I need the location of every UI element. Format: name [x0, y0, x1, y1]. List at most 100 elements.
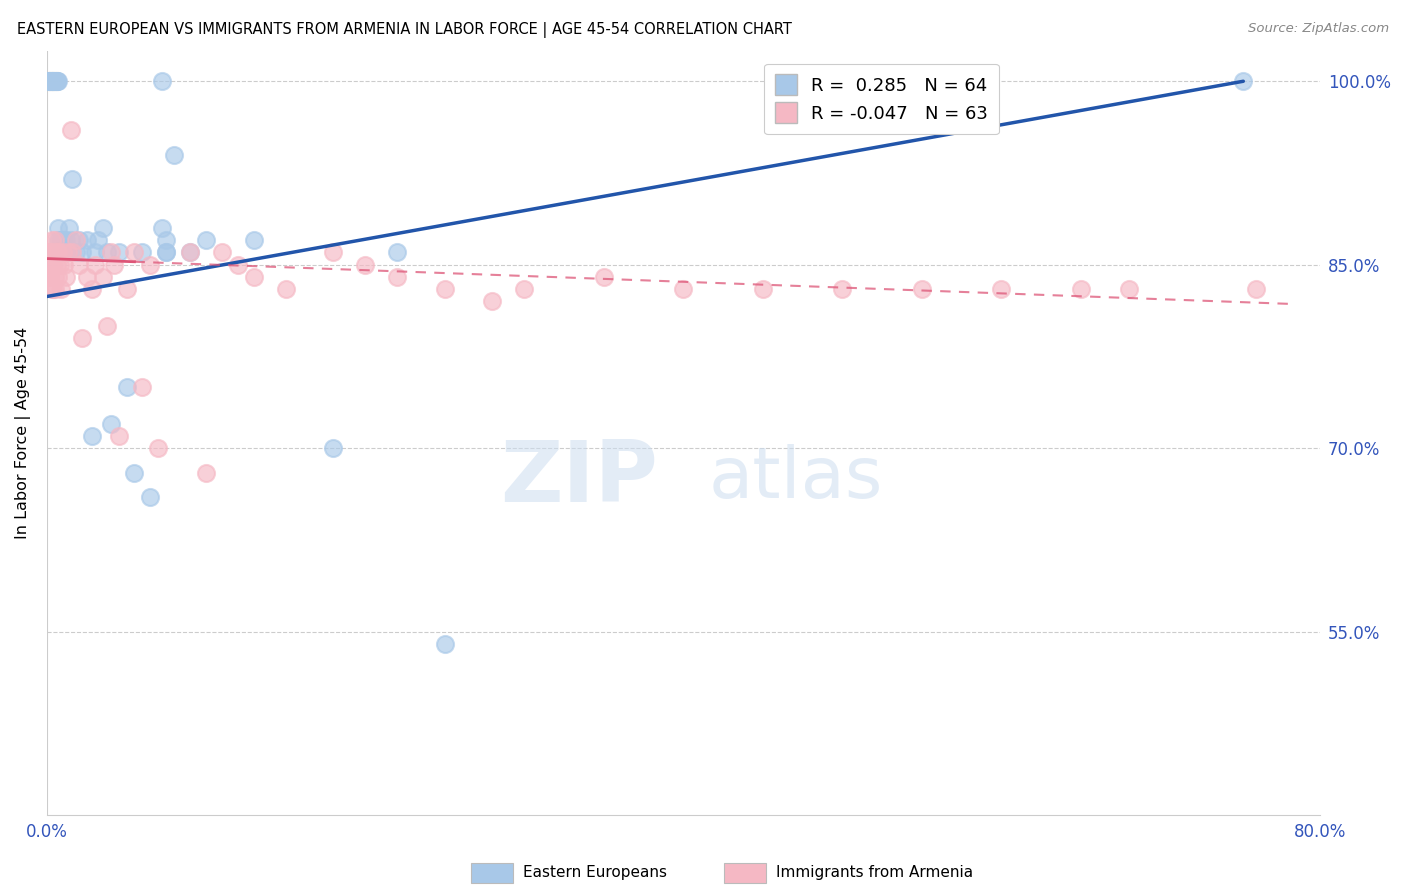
Point: [107, 429, 129, 443]
Point: [1070, 282, 1092, 296]
Text: EASTERN EUROPEAN VS IMMIGRANTS FROM ARMENIA IN LABOR FORCE | AGE 45-54 CORRELATI: EASTERN EUROPEAN VS IMMIGRANTS FROM ARME…: [17, 22, 792, 38]
Point: [44, 74, 66, 88]
Point: [1244, 282, 1267, 296]
Point: [46, 233, 69, 247]
Text: ZIP: ZIP: [501, 437, 658, 520]
Point: [42, 74, 65, 88]
Point: [45, 74, 67, 88]
Point: [44, 74, 66, 88]
Point: [103, 258, 125, 272]
Point: [752, 282, 775, 296]
Point: [911, 282, 934, 296]
Point: [45, 74, 67, 88]
Point: [39, 245, 62, 260]
Point: [53, 258, 76, 272]
Point: [115, 282, 138, 296]
Point: [65, 245, 87, 260]
Point: [48, 258, 70, 272]
Point: [87, 233, 110, 247]
Point: [44, 282, 66, 296]
Point: [107, 245, 129, 260]
Point: [39, 74, 62, 88]
Point: [179, 245, 201, 260]
Point: [46, 269, 69, 284]
Point: [41, 282, 63, 296]
Point: [385, 245, 408, 260]
Point: [39, 269, 62, 284]
Point: [155, 245, 177, 260]
Point: [42, 282, 65, 296]
Point: [62, 172, 84, 186]
Point: [155, 245, 177, 260]
Point: [53, 245, 76, 260]
Text: Eastern Europeans: Eastern Europeans: [523, 865, 666, 880]
Point: [243, 233, 266, 247]
Point: [41, 233, 63, 247]
Text: Source: ZipAtlas.com: Source: ZipAtlas.com: [1249, 22, 1389, 36]
Point: [150, 74, 173, 88]
Point: [96, 245, 118, 260]
Point: [179, 245, 201, 260]
Point: [831, 282, 853, 296]
Point: [226, 258, 249, 272]
Point: [354, 258, 377, 272]
Point: [1232, 74, 1254, 88]
Point: [70, 245, 93, 260]
Point: [155, 233, 177, 247]
Point: [52, 245, 75, 260]
Point: [38, 74, 60, 88]
Point: [243, 269, 266, 284]
Point: [592, 269, 614, 284]
Point: [46, 245, 69, 260]
Point: [62, 245, 84, 260]
Point: [42, 74, 65, 88]
Point: [148, 441, 170, 455]
Point: [385, 269, 408, 284]
Point: [124, 245, 146, 260]
Text: atlas: atlas: [709, 444, 883, 513]
Point: [100, 245, 122, 260]
Point: [55, 233, 77, 247]
Point: [513, 282, 536, 296]
Point: [150, 221, 173, 235]
Point: [52, 245, 75, 260]
Point: [322, 245, 344, 260]
Point: [96, 318, 118, 333]
Point: [39, 74, 62, 88]
Point: [990, 282, 1012, 296]
Point: [80, 282, 103, 296]
Point: [83, 245, 105, 260]
Point: [44, 233, 66, 247]
Point: [59, 233, 82, 247]
Point: [91, 269, 114, 284]
Point: [65, 233, 87, 247]
Point: [433, 282, 456, 296]
Point: [163, 147, 186, 161]
Point: [41, 74, 63, 88]
Point: [139, 258, 162, 272]
Point: [115, 380, 138, 394]
Point: [195, 466, 218, 480]
Point: [1118, 282, 1140, 296]
Point: [76, 269, 98, 284]
Point: [322, 441, 344, 455]
Point: [45, 245, 67, 260]
Point: [41, 258, 63, 272]
Point: [45, 74, 67, 88]
Point: [52, 233, 75, 247]
Point: [91, 221, 114, 235]
Point: [45, 258, 67, 272]
Point: [41, 74, 63, 88]
Point: [56, 245, 79, 260]
Point: [672, 282, 695, 296]
Point: [83, 258, 105, 272]
Text: Immigrants from Armenia: Immigrants from Armenia: [776, 865, 973, 880]
Point: [38, 245, 60, 260]
Point: [58, 221, 80, 235]
Point: [433, 637, 456, 651]
Point: [67, 233, 90, 247]
Point: [124, 466, 146, 480]
Point: [139, 490, 162, 504]
Point: [48, 233, 70, 247]
Point: [51, 233, 73, 247]
